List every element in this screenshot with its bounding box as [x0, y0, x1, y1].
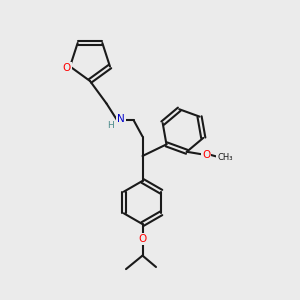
- Text: N: N: [117, 113, 124, 124]
- Text: H: H: [107, 121, 114, 130]
- Text: CH₃: CH₃: [217, 153, 232, 162]
- Text: O: O: [62, 63, 70, 73]
- Text: O: O: [202, 150, 210, 160]
- Text: O: O: [138, 234, 147, 244]
